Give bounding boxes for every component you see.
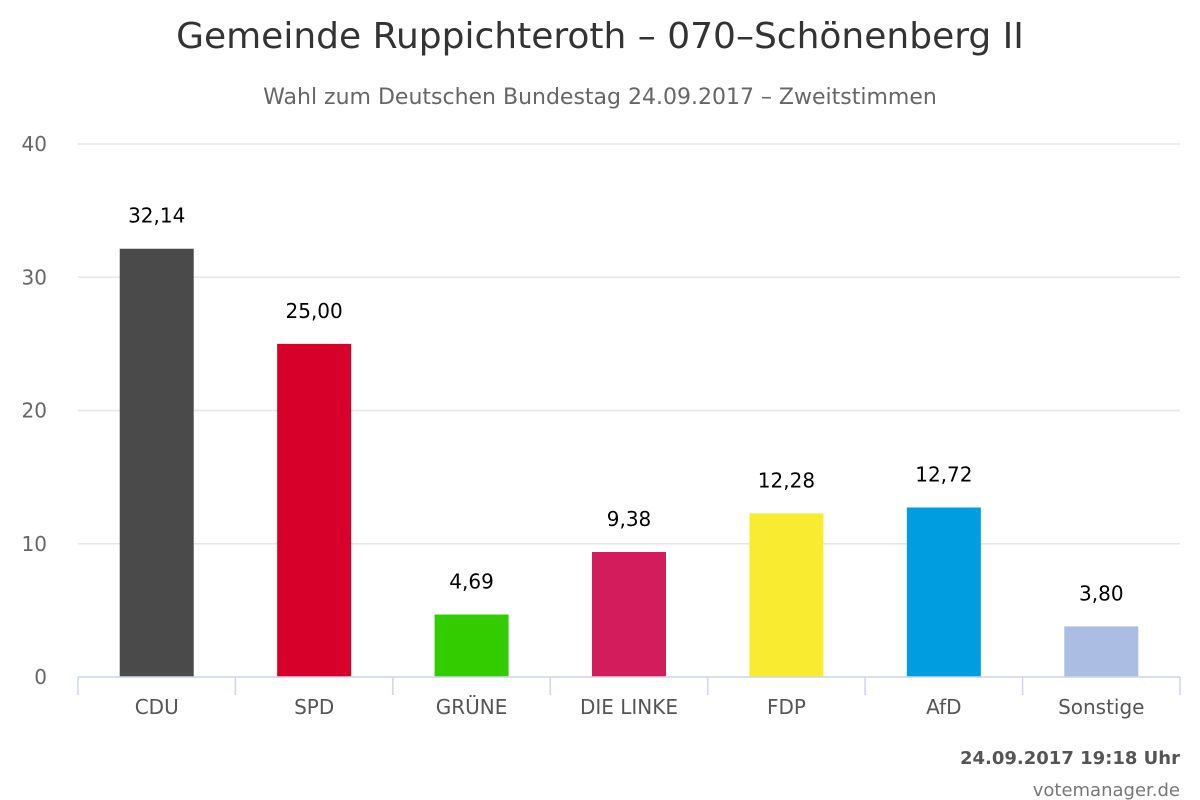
- timestamp-label: 24.09.2017 19:18 Uhr: [960, 748, 1180, 769]
- x-tick-label: FDP: [767, 695, 806, 719]
- bar-grüne[interactable]: [434, 614, 509, 677]
- y-tick-label: 20: [22, 399, 47, 423]
- chart-subtitle: Wahl zum Deutschen Bundestag 24.09.2017 …: [263, 85, 937, 110]
- x-tick-label: CDU: [135, 695, 179, 719]
- grid-lines: [78, 143, 1180, 545]
- x-tick-label: SPD: [294, 695, 334, 719]
- data-label: 4,69: [449, 570, 494, 594]
- data-label: 32,14: [128, 204, 185, 228]
- bar-afd[interactable]: [906, 507, 981, 677]
- x-tick-label: DIE LINKE: [580, 695, 678, 719]
- y-axis-ticks: 0 10 20 30 40: [22, 132, 47, 689]
- y-tick-label: 10: [22, 532, 47, 556]
- x-axis: [77, 676, 1181, 695]
- y-tick-label: 30: [22, 265, 47, 289]
- credit-link[interactable]: votemanager.de: [1033, 780, 1180, 800]
- data-label: 12,28: [758, 468, 815, 492]
- data-label: 25,00: [286, 299, 343, 323]
- x-tick-label: Sonstige: [1058, 695, 1144, 719]
- bars: [119, 248, 1139, 677]
- data-labels: 32,14 25,00 4,69 9,38 12,28 12,72 3,80: [128, 204, 1123, 606]
- x-tick-label: GRÜNE: [436, 695, 508, 719]
- bar-fdp[interactable]: [749, 513, 824, 677]
- bar-spd[interactable]: [277, 343, 352, 677]
- y-tick-label: 40: [22, 132, 47, 156]
- bar-cdu[interactable]: [119, 248, 194, 677]
- bar-die-linke[interactable]: [592, 552, 666, 677]
- data-label: 9,38: [607, 507, 652, 531]
- x-axis-ticks: CDU SPD GRÜNE DIE LINKE FDP AfD Sonstige: [135, 695, 1145, 719]
- x-tick-label: AfD: [926, 695, 961, 719]
- y-tick-label: 0: [34, 665, 47, 689]
- chart-title: Gemeinde Ruppichteroth – 070–Schönenberg…: [176, 16, 1024, 57]
- data-label: 3,80: [1079, 581, 1124, 605]
- bar-sonstige[interactable]: [1064, 626, 1139, 677]
- data-label: 12,72: [915, 463, 972, 487]
